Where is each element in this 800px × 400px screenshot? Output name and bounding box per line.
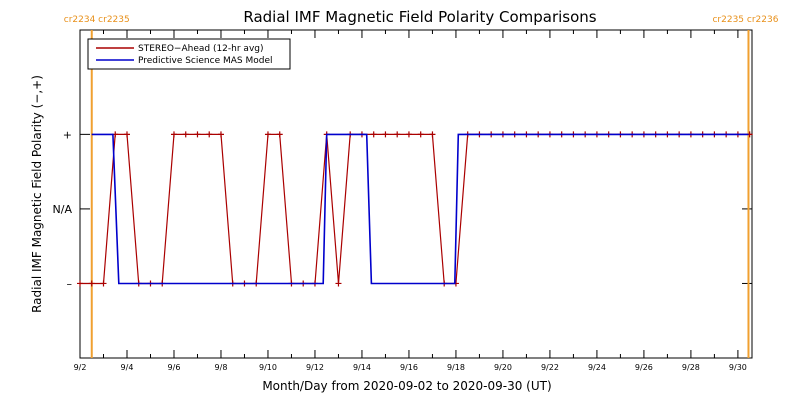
legend: STEREO−Ahead (12-hr avg) Predictive Scien… — [87, 38, 291, 70]
x-tick-label: 9/22 — [541, 363, 559, 372]
x-axis-label: Month/Day from 2020-09-02 to 2020-09-30 … — [262, 379, 551, 393]
data-point-marker — [417, 131, 424, 138]
legend-label: STEREO−Ahead (12-hr avg) — [138, 44, 264, 54]
data-point-marker — [100, 280, 107, 287]
data-point-marker — [206, 131, 213, 138]
data-point-marker — [88, 280, 95, 287]
legend-label: Predictive Science MAS Model — [138, 56, 273, 66]
data-point-marker — [382, 131, 389, 138]
plot-frame — [79, 29, 753, 359]
series-line-mas-model — [91, 133, 749, 285]
carrington-marker-label: cr2235 cr2236 — [712, 15, 778, 25]
x-tick-label: 9/6 — [168, 363, 181, 372]
x-tick-label: 9/14 — [353, 363, 371, 372]
x-tick-label: 9/28 — [682, 363, 700, 372]
x-tick-label: 9/30 — [729, 363, 747, 372]
data-point-marker — [394, 131, 401, 138]
y-tick-label: N/A — [53, 203, 73, 216]
y-axis-label: Radial IMF Magnetic Field Polarity (−,+) — [30, 75, 44, 313]
data-point-marker — [170, 131, 177, 138]
data-point-marker — [276, 131, 283, 138]
data-point-marker — [217, 131, 224, 138]
x-tick-label: 9/10 — [259, 363, 277, 372]
y-tick-label: – — [67, 277, 73, 290]
x-tick-label: 9/16 — [400, 363, 418, 372]
x-tick-label: 9/18 — [447, 363, 465, 372]
data-point-marker — [405, 131, 412, 138]
data-point-marker — [370, 131, 377, 138]
data-point-marker — [77, 280, 83, 287]
plot-area: 9/2 9/4 9/6 9/8 9/10 9/12 9/14 9/16 9/18 9/20 9/22… — [53, 15, 779, 372]
x-tick-label: 9/8 — [215, 363, 228, 372]
data-point-marker — [264, 131, 271, 138]
legend-box — [87, 38, 291, 70]
series-line-stereo-ahead — [80, 133, 750, 285]
x-tick-label: 9/26 — [635, 363, 653, 372]
x-tick-label: 9/24 — [588, 363, 606, 372]
x-tick-label: 9/4 — [121, 363, 134, 372]
data-point-marker — [335, 280, 342, 287]
chart-title: Radial IMF Magnetic Field Polarity Compa… — [243, 8, 596, 26]
data-point-marker — [429, 131, 436, 138]
data-point-marker — [194, 131, 201, 138]
x-tick-label: 9/2 — [74, 363, 87, 372]
data-point-marker — [182, 131, 189, 138]
carrington-marker-label: cr2234 cr2235 — [64, 15, 130, 25]
x-tick-label: 9/20 — [494, 363, 512, 372]
x-tick-label: 9/12 — [306, 363, 324, 372]
data-point-marker — [123, 131, 130, 138]
y-tick-label: + — [63, 128, 72, 141]
